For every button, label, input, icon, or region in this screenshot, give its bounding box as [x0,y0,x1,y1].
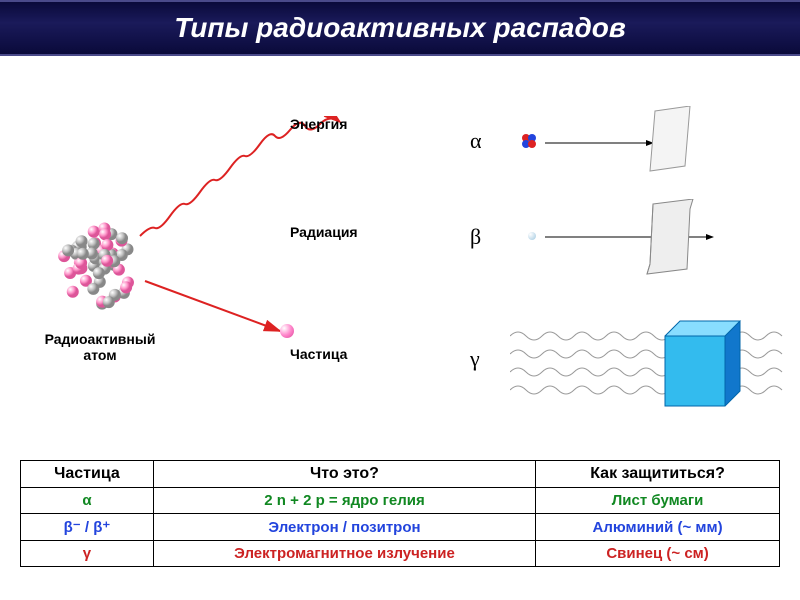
lead-cube [650,316,750,416]
th-particle: Частица [21,461,154,488]
beta-sheet [635,199,705,277]
beta-particle-icon [528,232,536,240]
cell-desc: Электромагнитное излучение [153,541,535,567]
cell-particle: β⁻ / β⁺ [21,514,154,541]
cell-particle: α [21,488,154,514]
table-row: α2 n + 2 p = ядро гелияЛист бумаги [21,488,780,514]
title-bar: Типы радиоактивных распадов [0,0,800,56]
cell-desc: 2 n + 2 p = ядро гелия [153,488,535,514]
alpha-particle-icon [520,132,538,150]
cell-desc: Электрон / позитрон [153,514,535,541]
decay-table: Частица Что это? Как защититься? α2 n + … [20,460,780,567]
th-desc: Что это? [153,461,535,488]
cell-particle: γ [21,541,154,567]
table-row: γЭлектромагнитное излучениеСвинец (~ см) [21,541,780,567]
cell-shield: Лист бумаги [536,488,780,514]
cell-shield: Свинец (~ см) [536,541,780,567]
greek-alpha: α [470,128,482,154]
alpha-sheet [640,106,700,176]
emitted-particle [280,324,294,338]
th-shield: Как защититься? [536,461,780,488]
page-title: Типы радиоактивных распадов [174,12,626,44]
cell-shield: Алюминий (~ мм) [536,514,780,541]
greek-beta: β [470,224,481,250]
greek-gamma: γ [470,346,480,372]
label-energy: Энергия [290,116,347,132]
label-particle: Частица [290,346,347,362]
table-header-row: Частица Что это? Как защититься? [21,461,780,488]
particle-arrow [140,276,300,346]
diagram: Радиоактивный атом Энергия Радиация Част… [0,56,800,460]
label-radiation: Радиация [290,224,358,240]
table-row: β⁻ / β⁺Электрон / позитронАлюминий (~ мм… [21,514,780,541]
